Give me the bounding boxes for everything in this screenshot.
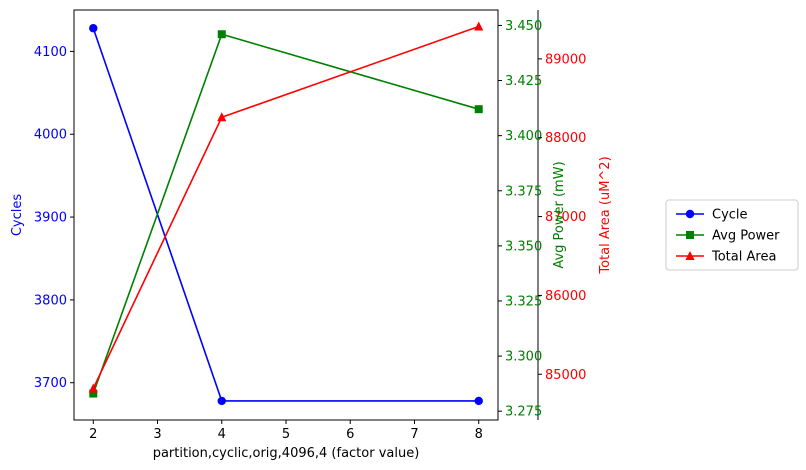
area-tick-label: 88000 <box>545 131 586 146</box>
legend-label-avg-power: Avg Power <box>712 229 780 244</box>
cycles-tick-label: 3900 <box>34 211 67 226</box>
power-tick-label: 3.375 <box>505 184 542 199</box>
x-tick-label: 7 <box>410 427 418 442</box>
total-area-data-point <box>474 21 484 31</box>
avg-power-data-point <box>474 105 483 114</box>
area-tick-label: 85000 <box>545 368 586 383</box>
legend: Cycle Avg Power Total Area <box>665 199 799 271</box>
legend-marker-avg-power <box>686 231 694 239</box>
cycle-data-point <box>474 396 483 406</box>
cycles-tick-label: 4000 <box>34 128 67 143</box>
legend-label-total-area: Total Area <box>711 250 776 265</box>
x-tick-label: 8 <box>475 427 483 442</box>
x-tick-label: 6 <box>346 427 354 442</box>
area-tick-label: 87000 <box>545 210 586 225</box>
cycles-tick-label: 3700 <box>34 376 67 391</box>
plot-frame <box>73 9 499 421</box>
cycles-tick-label: 3800 <box>34 293 67 308</box>
area-axis-title: Total Area (uM^2) <box>598 156 613 274</box>
cycle-data-point <box>217 396 226 406</box>
avg-power-data-point <box>217 30 226 39</box>
x-tick-label: 5 <box>282 427 290 442</box>
cycles-axis-title: Cycles <box>10 194 25 237</box>
x-tick-label: 2 <box>89 427 97 442</box>
legend-marker-total-area <box>685 251 695 260</box>
power-tick-label: 3.400 <box>505 129 542 144</box>
cycle-data-point <box>89 24 98 33</box>
power-tick-label: 3.325 <box>505 294 542 309</box>
total-area-series-line <box>92 25 479 389</box>
legend-label-cycle: Cycle <box>712 208 748 223</box>
legend-box <box>665 199 799 271</box>
legend-marker-cycle <box>685 209 695 219</box>
power-tick-label: 3.275 <box>505 405 542 420</box>
x-tick-label: 3 <box>153 427 161 442</box>
x-axis-title: partition,cyclic,orig,4096,4 (factor val… <box>153 446 420 461</box>
axes-layer: 2 3 4 5 6 7 8 3700 3800 3900 4000 4100 3.275 3.300 3.3… <box>34 19 586 442</box>
series-layer <box>88 21 484 406</box>
total-area-data-point <box>88 383 98 393</box>
area-tick-label: 89000 <box>545 52 586 67</box>
power-tick-label: 3.300 <box>505 350 542 365</box>
avg-power-series-line <box>92 33 479 394</box>
power-tick-label: 3.425 <box>505 74 542 89</box>
cycles-tick-label: 4100 <box>34 45 67 60</box>
cycle-series-line <box>92 27 479 402</box>
plot-area <box>73 9 539 421</box>
power-tick-label: 3.450 <box>505 19 542 34</box>
area-tick-label: 86000 <box>545 289 586 304</box>
power-axis-title: Avg Power (mW) <box>552 161 567 268</box>
power-tick-label: 3.350 <box>505 239 542 254</box>
avg-power-data-point <box>89 389 98 398</box>
total-area-data-point <box>217 112 227 122</box>
x-tick-label: 4 <box>218 427 226 442</box>
